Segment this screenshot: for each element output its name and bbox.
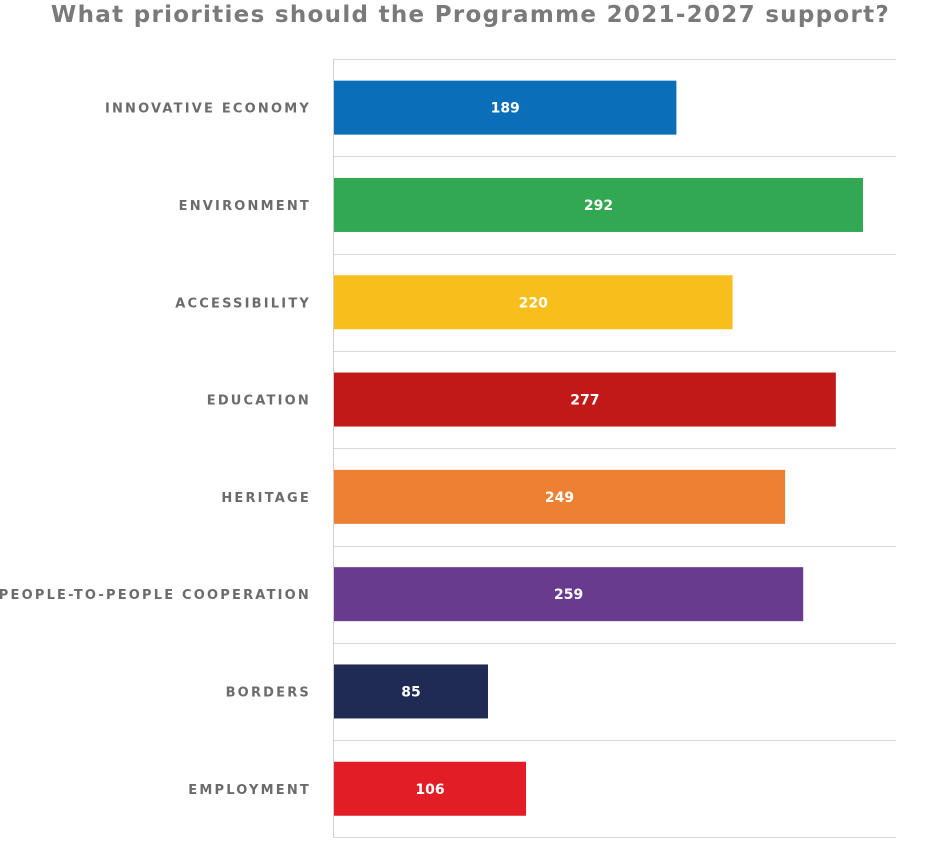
bar — [334, 177, 863, 232]
category-label: INNOVATIVE ECONOMY — [105, 102, 311, 117]
value-label: 259 — [554, 587, 583, 603]
chart-title: What priorities should the Programme 202… — [50, 2, 891, 28]
category-label: EMPLOYMENT — [188, 783, 311, 798]
category-label: HERITAGE — [221, 491, 311, 506]
category-label: ACCESSIBILITY — [175, 296, 311, 311]
bar — [334, 567, 804, 622]
category-label: EDUCATION — [207, 394, 311, 409]
bar — [334, 664, 488, 719]
value-label: 220 — [519, 295, 548, 311]
category-label: ENVIRONMENT — [179, 199, 311, 214]
bar — [334, 372, 836, 427]
value-label: 85 — [401, 684, 420, 700]
category-label: BORDERS — [226, 685, 311, 700]
bar — [334, 275, 733, 330]
value-label: 292 — [584, 198, 613, 214]
category-label: PEOPLE-TO-PEOPLE COOPERATION — [0, 588, 311, 603]
value-label: 277 — [570, 393, 599, 409]
value-label: 189 — [491, 101, 520, 117]
bar — [334, 80, 677, 135]
value-label: 106 — [415, 782, 444, 798]
bar — [334, 761, 527, 816]
value-label: 249 — [545, 490, 574, 506]
bar — [334, 469, 786, 524]
